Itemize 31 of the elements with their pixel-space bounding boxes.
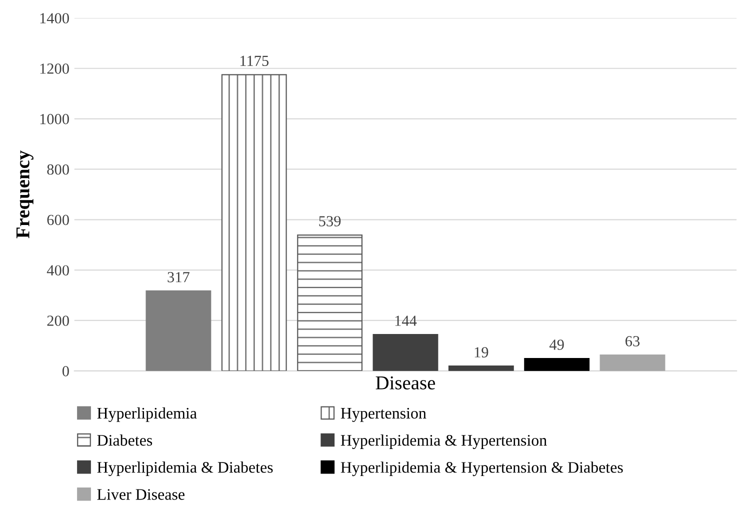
y-axis-title: Frequency [16, 150, 34, 238]
data-label: 63 [626, 336, 640, 346]
bar [448, 366, 514, 371]
y-tick-label: 400 [46, 265, 69, 276]
legend-label: Hyperlipidemia & Hypertension [340, 434, 547, 450]
y-tick-label: 0 [62, 366, 69, 376]
bar [297, 234, 363, 371]
data-label: 317 [168, 272, 190, 282]
legend-label: Hyperlipidemia [97, 407, 197, 422]
legend-label: Hyperlipidemia & Diabetes [97, 462, 273, 476]
bar [600, 354, 666, 371]
legend-label: Hypertension [340, 408, 426, 422]
y-tick-label: 200 [47, 316, 69, 326]
bar [372, 334, 438, 371]
x-axis-title: Disease [376, 376, 436, 390]
bar [524, 358, 590, 371]
y-tick-label: 1400 [40, 13, 69, 24]
legend-label: Hyperlipidemia & Hypertension & Diabetes [340, 462, 623, 476]
y-tick-label: 1200 [40, 64, 69, 74]
y-tick-label: 600 [47, 214, 69, 226]
bar [221, 74, 287, 371]
legend-label: Diabetes [97, 434, 152, 446]
legend-label: Liver Disease [97, 489, 184, 500]
bar [146, 290, 212, 371]
data-label: 539 [319, 216, 341, 226]
y-tick-label: 1000 [40, 114, 69, 124]
data-label: 1175 [240, 56, 269, 66]
y-tick-label: 800 [47, 164, 69, 175]
data-label: 49 [549, 340, 564, 350]
data-label: 19 [474, 347, 488, 358]
data-label: 144 [395, 316, 417, 326]
